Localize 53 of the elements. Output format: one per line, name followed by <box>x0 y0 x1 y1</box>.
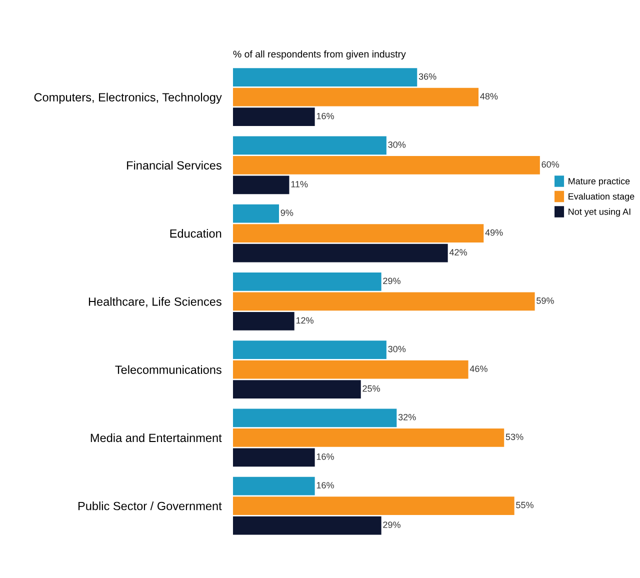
data-label: 29% <box>383 278 400 284</box>
data-label: 60% <box>542 161 560 168</box>
data-label: 48% <box>480 93 498 100</box>
bar <box>232 68 418 87</box>
bar <box>232 136 386 155</box>
bar <box>232 292 535 311</box>
bar <box>232 272 382 291</box>
data-label: 12% <box>296 317 314 324</box>
data-label: 9% <box>280 210 294 216</box>
bar <box>232 516 382 535</box>
bar <box>232 204 280 223</box>
bar <box>232 408 397 428</box>
data-label: 59% <box>536 297 554 304</box>
y-tick-label: Computers, Electronics, Technology <box>34 92 222 104</box>
y-tick-label: Healthcare, Life Sciences <box>88 297 222 308</box>
legend-label: Mature practice <box>568 178 630 186</box>
bar <box>232 476 315 496</box>
data-label: 16% <box>316 112 334 120</box>
data-label: 55% <box>516 502 534 508</box>
bar <box>232 496 514 515</box>
data-label: 25% <box>362 385 380 392</box>
y-tick-label: Public Sector / Government <box>78 502 222 510</box>
bar <box>232 312 294 330</box>
bar <box>232 380 361 398</box>
bar <box>232 244 448 262</box>
data-label: 30% <box>388 141 406 148</box>
y-tick-label: Education <box>170 229 222 238</box>
legend-label: Not yet using AI <box>568 208 630 217</box>
bar <box>232 340 386 359</box>
bar <box>232 88 479 106</box>
y-tick-label: Media and Entertainment <box>90 433 222 442</box>
bar <box>232 224 484 242</box>
chart-title: % of all respondents from given industry <box>233 50 406 60</box>
bar <box>232 428 504 447</box>
y-tick-label: Financial Services <box>127 160 222 170</box>
data-label: 32% <box>398 414 416 420</box>
y-tick-label: Telecommunications <box>115 365 222 374</box>
data-label: 36% <box>418 73 436 80</box>
data-label: 42% <box>449 249 467 256</box>
data-label: 30% <box>388 346 406 352</box>
bar <box>232 176 290 194</box>
data-label: 11% <box>291 181 308 188</box>
data-label: 46% <box>470 366 488 372</box>
data-label: 49% <box>485 229 503 236</box>
legend-label: Evaluation stage <box>568 193 634 202</box>
data-label: 16% <box>316 482 334 488</box>
data-label: 29% <box>383 522 400 528</box>
bar <box>232 108 315 126</box>
bar <box>232 360 468 379</box>
data-label: 16% <box>316 453 334 460</box>
bar <box>232 448 315 467</box>
data-label: 53% <box>506 434 524 440</box>
bar <box>232 156 540 174</box>
